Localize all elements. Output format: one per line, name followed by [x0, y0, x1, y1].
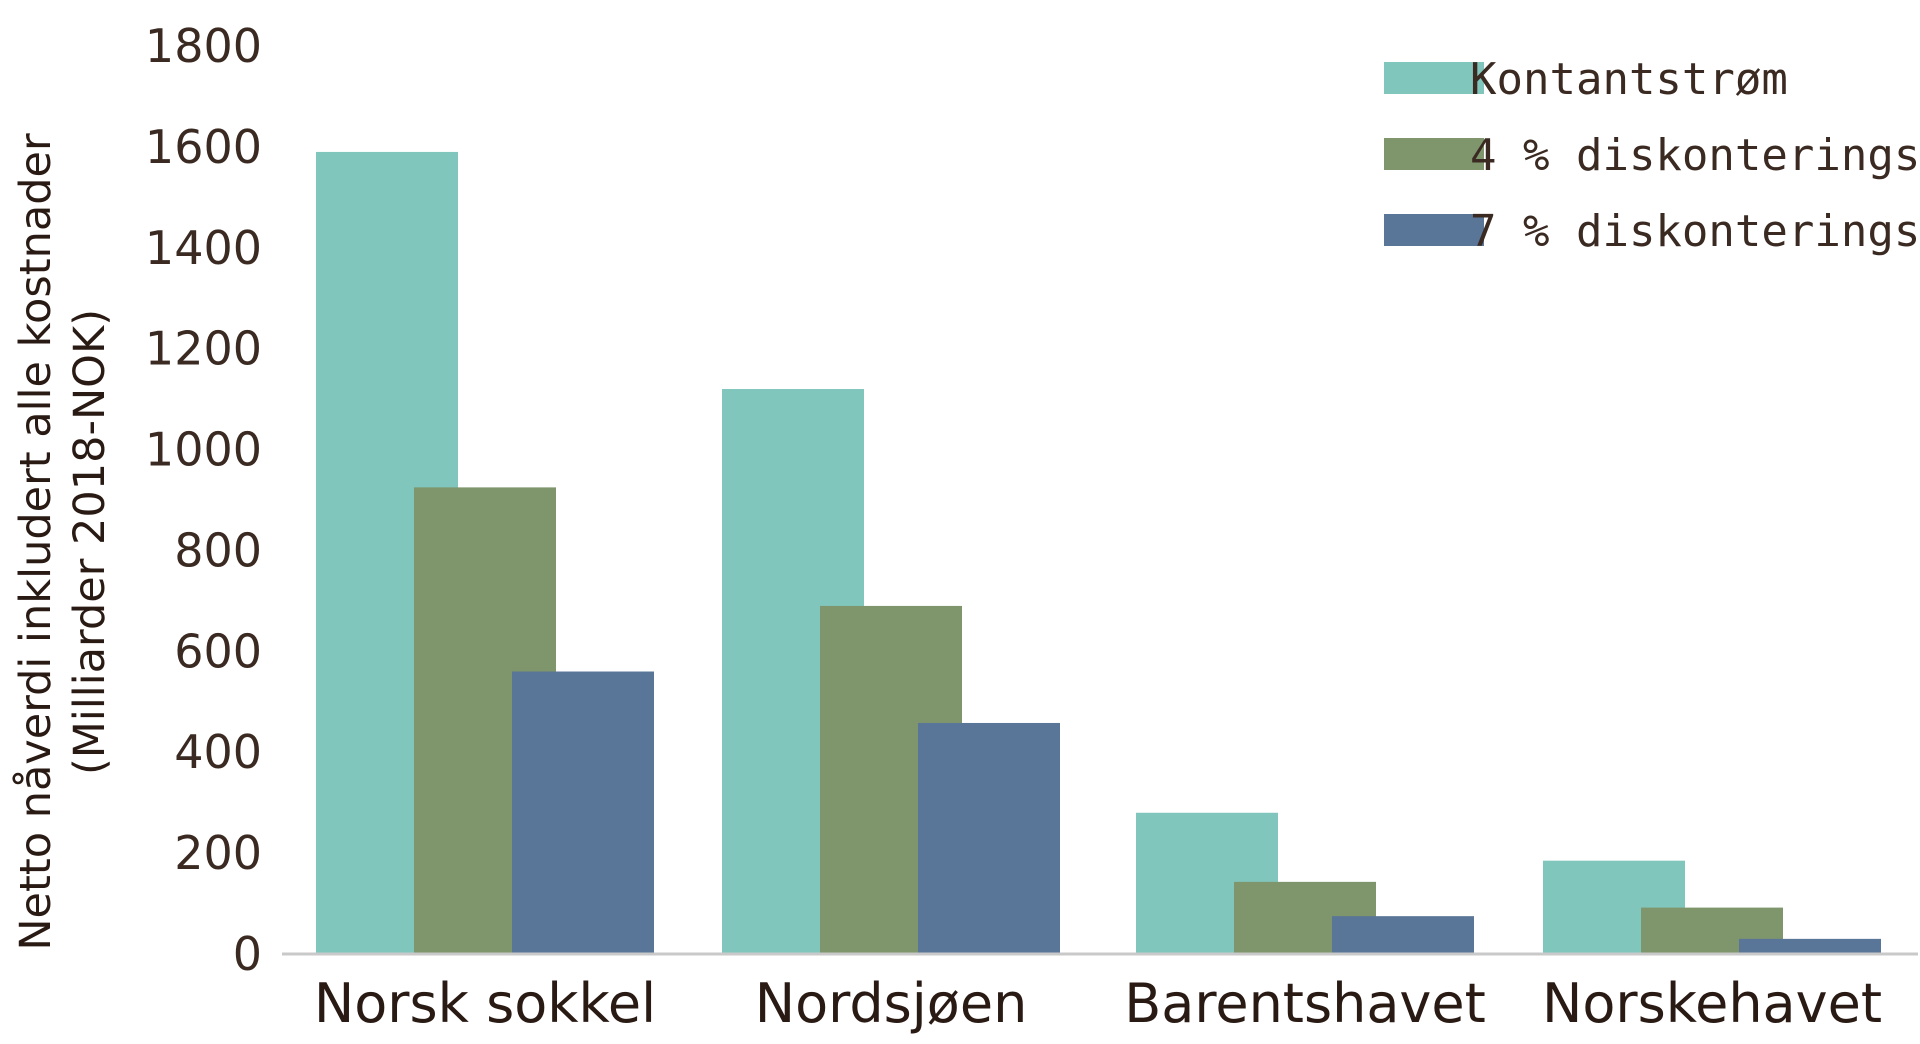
- x-tick-label-1: Nordsjøen: [755, 972, 1028, 1035]
- y-tick-label-600: 600: [174, 624, 262, 678]
- legend-label-2: 7 % diskonteringsrate: [1470, 206, 1920, 257]
- y-tick-label-1800: 1800: [145, 19, 262, 73]
- y-axis-title-line-2: (Milliarder 2018-NOK): [65, 309, 115, 775]
- y-tick-label-1600: 1600: [145, 120, 262, 174]
- y-axis-title: Netto nåverdi inkludert alle kostnader (…: [11, 133, 115, 951]
- x-axis-category-labels: Norsk sokkel Nordsjøen Barentshavet Norskeh…: [314, 972, 1882, 1035]
- x-tick-label-0: Norsk sokkel: [314, 972, 656, 1035]
- x-tick-label-3: Norskehavet: [1542, 972, 1882, 1035]
- y-tick-label-1200: 1200: [145, 322, 262, 376]
- legend-label-1: 4 % diskonteringsrate: [1470, 130, 1920, 181]
- y-tick-label-800: 800: [174, 523, 262, 577]
- legend-swatch-0: [1384, 62, 1484, 94]
- bar-series: [316, 151, 1881, 954]
- bar-7-diskonteringsrate-2: [1332, 916, 1474, 954]
- y-tick-label-1000: 1000: [145, 423, 262, 477]
- bar-7-diskonteringsrate-3: [1739, 938, 1881, 954]
- legend-swatch-2: [1384, 214, 1484, 246]
- y-tick-label-200: 200: [174, 826, 262, 880]
- bar-7-diskonteringsrate-1: [918, 722, 1060, 954]
- y-tick-label-1400: 1400: [145, 221, 262, 275]
- y-axis-ticks: 0 200 400 600 800 1000 1200 1400 1600 1800: [145, 19, 262, 981]
- y-axis-title-line-1: Netto nåverdi inkludert alle kostnader: [11, 133, 61, 951]
- bar-7-diskonteringsrate-0: [512, 671, 654, 954]
- legend-label-0: Kontantstrøm: [1470, 54, 1788, 105]
- x-tick-label-2: Barentshavet: [1124, 972, 1486, 1035]
- y-tick-label-0: 0: [233, 927, 262, 981]
- legend-swatch-1: [1384, 138, 1484, 170]
- y-tick-label-400: 400: [174, 725, 262, 779]
- legend: Kontantstrøm 4 % diskonteringsrate 7 % dis…: [1384, 54, 1920, 257]
